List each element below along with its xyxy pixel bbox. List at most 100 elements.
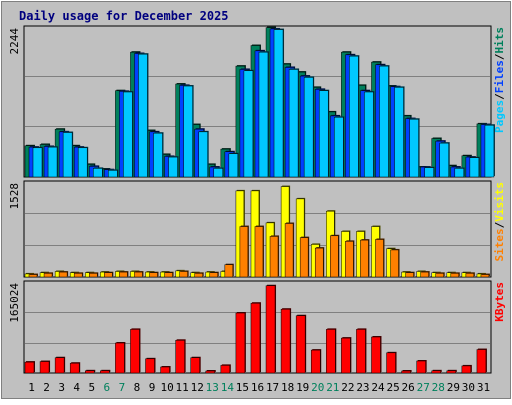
legend-item: KBytes [493, 282, 506, 322]
x-tick-label: 21 [326, 381, 339, 394]
bar [28, 274, 38, 278]
bar [446, 370, 457, 374]
bar [228, 153, 239, 178]
bar [254, 226, 264, 278]
bar [356, 329, 366, 374]
y-tick-label: 1528 [8, 183, 21, 210]
legend-item: Hits [493, 27, 506, 54]
y-tick-label: 2244 [8, 28, 21, 55]
x-tick-label: 5 [88, 381, 95, 394]
bar [310, 349, 321, 374]
legend-item: Pages [493, 100, 506, 133]
x-tick-label: 10 [160, 381, 173, 394]
bar [77, 147, 88, 178]
bar [480, 274, 490, 278]
legend-item: Files [493, 60, 506, 93]
bar [134, 271, 143, 278]
bar [104, 272, 113, 278]
x-tick-label: 15 [236, 381, 249, 394]
bar [420, 271, 429, 278]
bar [73, 273, 83, 278]
bar [280, 308, 291, 374]
x-tick-label: 14 [221, 381, 235, 394]
bar [145, 358, 155, 374]
x-tick-label: 8 [134, 381, 141, 394]
bar [224, 264, 234, 278]
legend-item: Sites [493, 228, 506, 261]
x-tick-label: 6 [104, 381, 111, 394]
bar [164, 272, 173, 278]
bar [250, 302, 261, 374]
bar [220, 365, 231, 374]
bar [130, 329, 140, 374]
bar [439, 142, 449, 178]
bar [160, 366, 170, 374]
x-tick-label: 7 [119, 381, 126, 394]
bar [386, 352, 396, 374]
plot-layer: 2244Pages/Files/Hits1528Sites/Visits1650… [8, 25, 506, 394]
y-tick-label: 165024 [8, 283, 21, 323]
bar [58, 271, 68, 278]
bar [100, 370, 110, 374]
bar [209, 272, 219, 278]
bar [334, 116, 344, 178]
bar [461, 365, 472, 374]
legend-item: / [493, 221, 506, 228]
x-tick-label: 20 [311, 381, 324, 394]
bar [375, 239, 384, 278]
bar [409, 118, 419, 178]
bar [431, 370, 441, 374]
bar [149, 272, 158, 278]
bar [153, 132, 163, 178]
bar [379, 65, 389, 178]
x-tick-label: 22 [341, 381, 354, 394]
x-tick-label: 4 [73, 381, 80, 394]
bar [401, 370, 411, 374]
x-tick-label: 27 [417, 381, 430, 394]
bar [360, 239, 369, 278]
x-tick-label: 3 [58, 381, 65, 394]
bar [265, 285, 276, 374]
bar [326, 329, 336, 374]
legend: Sites/Visits [493, 182, 506, 262]
bar [394, 87, 404, 178]
bar [168, 156, 178, 178]
bar [235, 312, 246, 374]
bar [108, 170, 118, 178]
x-tick-label: 23 [356, 381, 369, 394]
bar [205, 370, 216, 374]
bar [341, 337, 351, 374]
x-tick-label: 19 [296, 381, 309, 394]
bar [476, 349, 487, 374]
bar [24, 361, 35, 374]
x-tick-label: 12 [191, 381, 204, 394]
bar [39, 361, 50, 374]
x-tick-label: 2 [43, 381, 50, 394]
bar [198, 131, 208, 178]
x-tick-label: 31 [477, 381, 490, 394]
bar [123, 91, 133, 178]
bar [213, 168, 224, 178]
bar [194, 273, 203, 278]
bar [345, 241, 354, 278]
bar [32, 147, 43, 178]
bar [284, 223, 294, 278]
bar [484, 124, 495, 178]
bar [273, 29, 284, 178]
bar [295, 315, 306, 374]
bar [269, 236, 279, 278]
bar [465, 273, 475, 278]
bar [364, 91, 374, 178]
x-tick-label: 26 [402, 381, 415, 394]
x-tick-label: 30 [462, 381, 475, 394]
bar [424, 167, 434, 178]
bar [330, 235, 339, 278]
bar [43, 273, 53, 278]
legend-item: / [493, 93, 506, 100]
x-tick-label: 11 [176, 381, 189, 394]
bar [454, 168, 465, 178]
bar [299, 237, 309, 278]
bar [179, 271, 188, 278]
bar [89, 273, 98, 278]
